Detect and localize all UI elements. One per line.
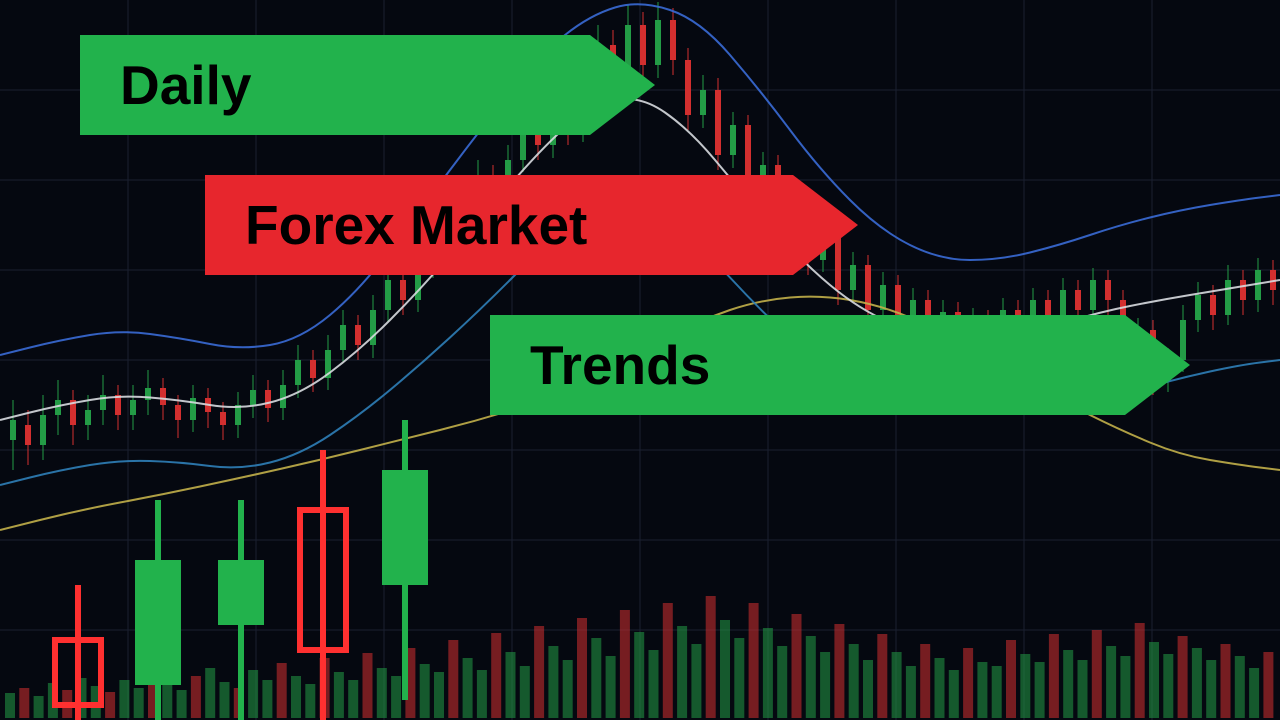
arrow-text: Trends	[530, 333, 710, 397]
arrow-head-icon	[590, 35, 655, 135]
arrow-head-icon	[1125, 315, 1190, 415]
arrow-body: Forex Market	[205, 175, 793, 275]
arrow-text: Daily	[120, 53, 251, 117]
arrow-label-2: Trends	[490, 315, 1190, 415]
arrow-body: Trends	[490, 315, 1125, 415]
arrow-text: Forex Market	[245, 193, 587, 257]
arrow-head-icon	[793, 175, 858, 275]
arrow-label-1: Forex Market	[205, 175, 858, 275]
arrow-label-0: Daily	[80, 35, 655, 135]
arrow-body: Daily	[80, 35, 590, 135]
